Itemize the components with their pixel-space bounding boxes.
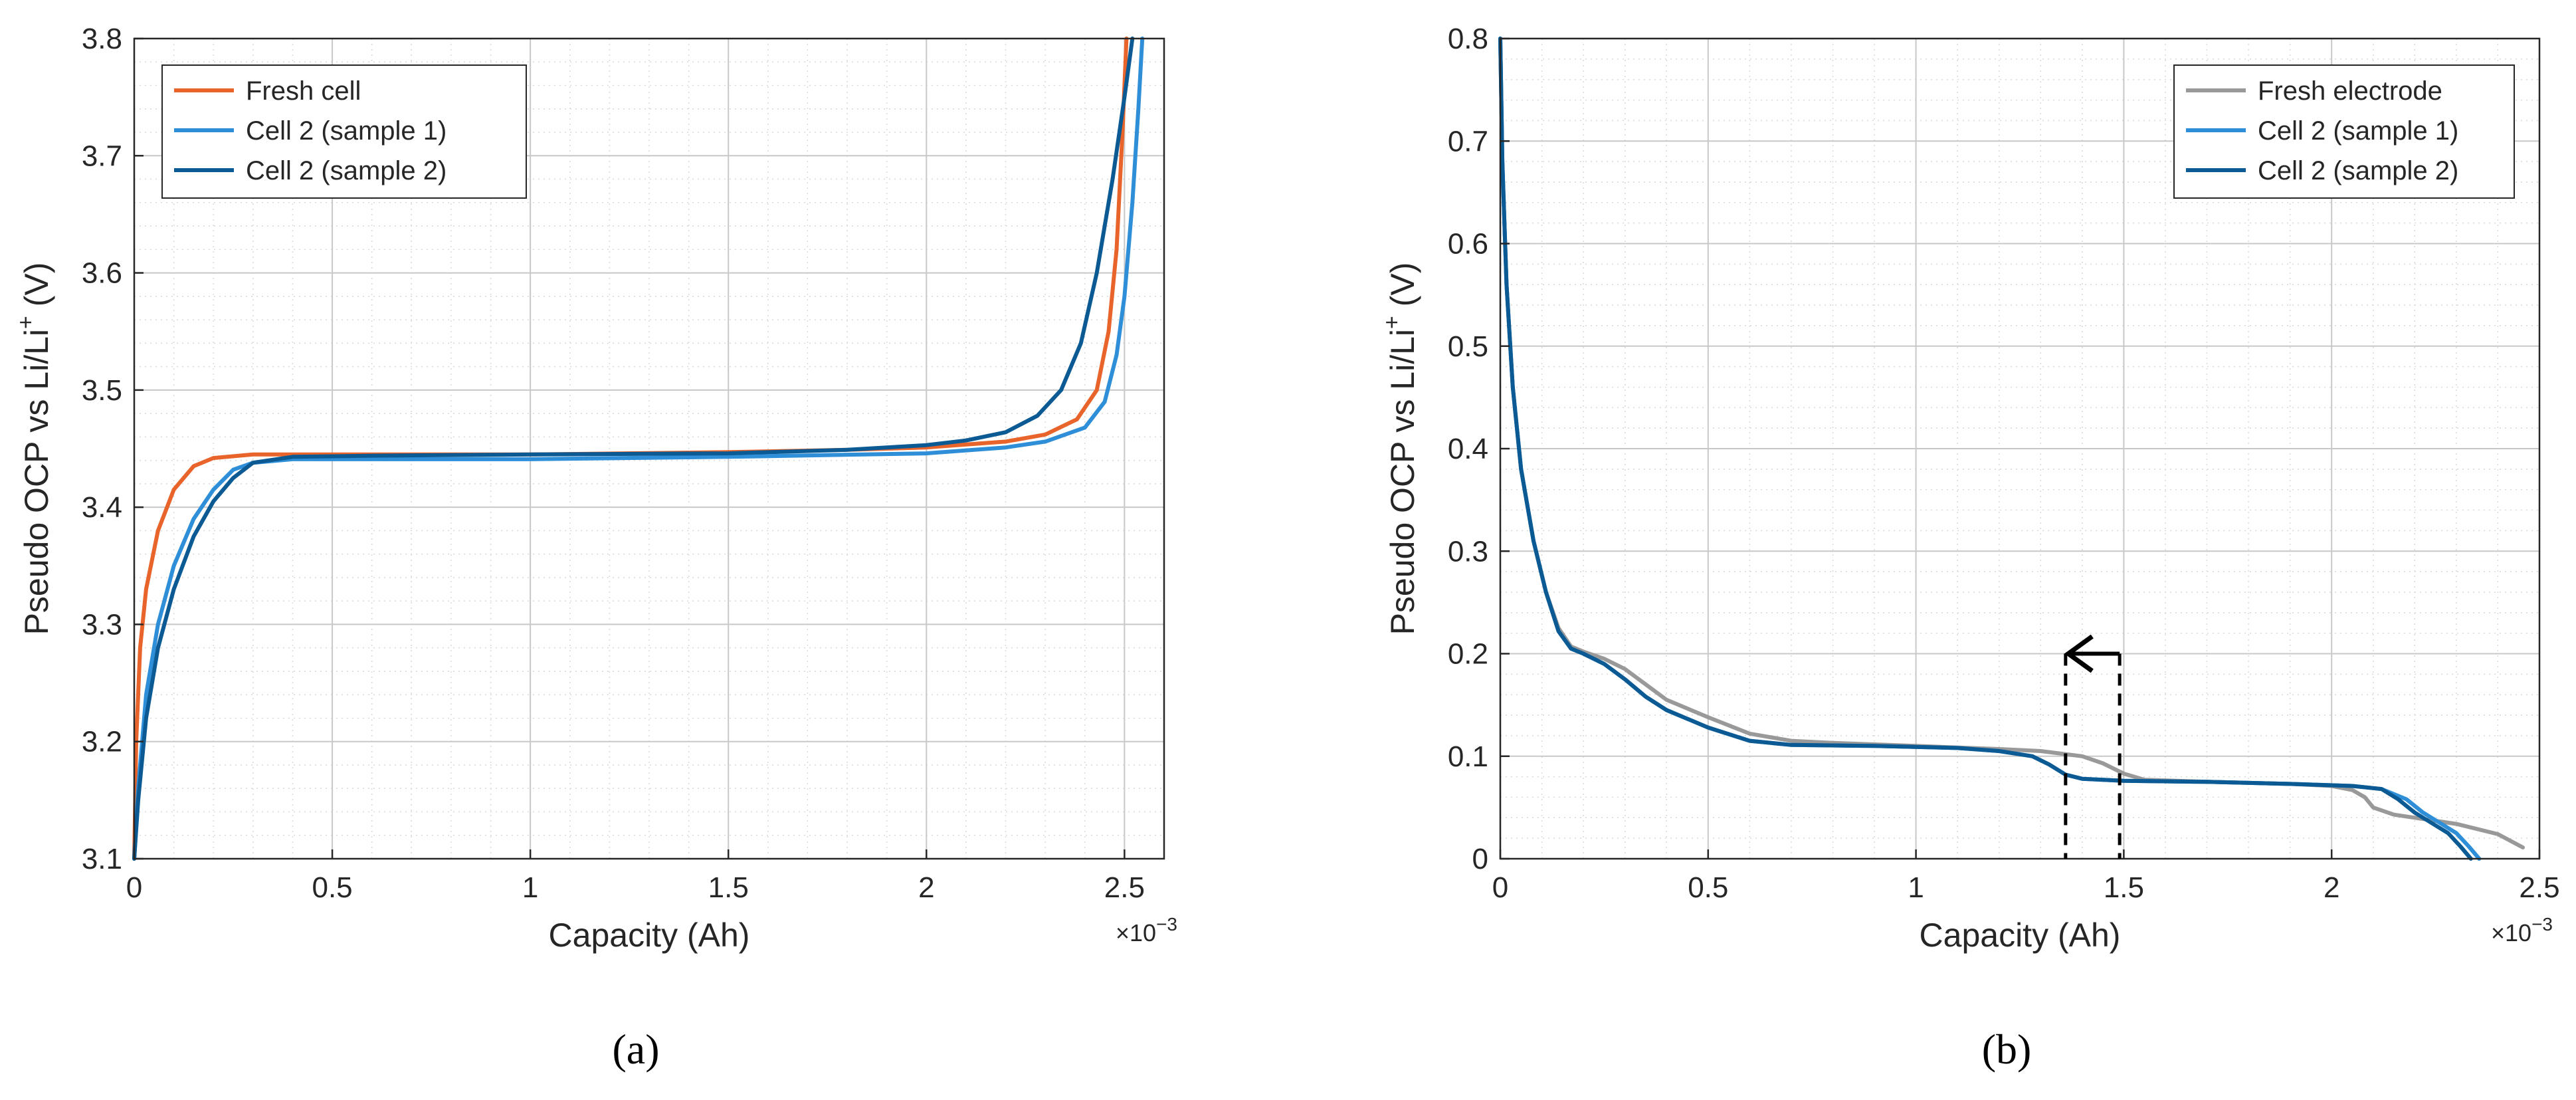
x-axis-label: Capacity (Ah) <box>549 917 750 954</box>
x-tick-label: 1 <box>1908 871 1924 904</box>
y-tick-label: 3.5 <box>82 374 122 407</box>
legend-label-1: Fresh cell <box>246 76 361 106</box>
panel-label: (a) <box>612 1026 659 1073</box>
y-tick-label: 0.7 <box>1448 125 1488 158</box>
axes-box <box>133 37 1165 860</box>
y-tick-label: 0.6 <box>1448 228 1488 261</box>
y-tick-label: 3.8 <box>82 23 122 55</box>
y-tick-label: 0.5 <box>1448 330 1488 363</box>
y-axis-label: Pseudo OCP vs Li/Li+ (V) <box>1379 263 1421 635</box>
x-tick-label: 1.5 <box>2104 871 2144 904</box>
legend-box <box>161 64 527 199</box>
x-tick-label: 2 <box>2324 871 2339 904</box>
y-axis-label: Pseudo OCP vs Li/Li+ (V) <box>13 263 55 635</box>
y-tick-label: 0.2 <box>1448 638 1488 671</box>
x-axis-label: Capacity (Ah) <box>1920 917 2121 954</box>
x-tick-label: 0 <box>126 871 142 904</box>
legend: Fresh cell Cell 2 (sample 1) Cell 2 (sampl… <box>161 64 527 199</box>
y-tick-label: 0.3 <box>1448 535 1488 568</box>
legend: Fresh electrode Cell 2 (sample 1) Cell 2 (… <box>2173 64 2515 199</box>
legend-label-2: Cell 2 (sample 1) <box>246 116 446 146</box>
x-axis-exponent: ×10−3 <box>2491 914 2553 946</box>
y-tick-label: 3.3 <box>82 608 122 641</box>
y-tick-label: 0.1 <box>1448 740 1488 773</box>
y-tick-label: 0.8 <box>1448 23 1488 55</box>
x-tick-label: 2 <box>918 871 934 904</box>
y-tick-label: 3.6 <box>82 257 122 290</box>
x-tick-label: 1 <box>522 871 538 904</box>
x-tick-label: 0.5 <box>1688 871 1728 904</box>
y-tick-label: 3.4 <box>82 491 122 524</box>
x-tick-label: 1.5 <box>708 871 749 904</box>
y-tick-label: 3.7 <box>82 140 122 172</box>
y-tick-label: 0.4 <box>1448 433 1488 465</box>
y-tick-label: 3.1 <box>82 843 122 875</box>
chart-panel-b: 0 0.5 1 1.5 2 2.5 0 0.1 0.2 0.3 0.4 0.5 0.6 0.7 0.8 ×10… <box>1379 23 2560 1073</box>
legend-label-3: Cell 2 (sample 2) <box>246 156 446 185</box>
series-line-3 <box>1498 37 2473 861</box>
annotation-arrow-head <box>2064 634 2094 673</box>
x-tick-label: 2.5 <box>1104 871 1145 904</box>
legend-label-3: Cell 2 (sample 2) <box>2258 156 2458 185</box>
x-tick-label: 0 <box>1492 871 1508 904</box>
legend-label-2: Cell 2 (sample 1) <box>2258 116 2458 146</box>
x-tick-label: 0.5 <box>312 871 352 904</box>
x-tick-label: 2.5 <box>2519 871 2559 904</box>
series-line-3 <box>132 37 1135 861</box>
chart-panel-a: 0 0.5 1 1.5 2 2.5 3.1 3.2 3.3 3.4 3.5 3.6 3.7 3.8 ×10−… <box>13 23 1177 1073</box>
x-axis-exponent: ×10−3 <box>1116 914 1177 946</box>
series-line-2 <box>132 37 1145 861</box>
legend-label-1: Fresh electrode <box>2258 76 2442 106</box>
panel-label: (b) <box>1982 1026 2032 1073</box>
y-tick-label: 0 <box>1472 843 1488 875</box>
y-tick-label: 3.2 <box>82 726 122 758</box>
